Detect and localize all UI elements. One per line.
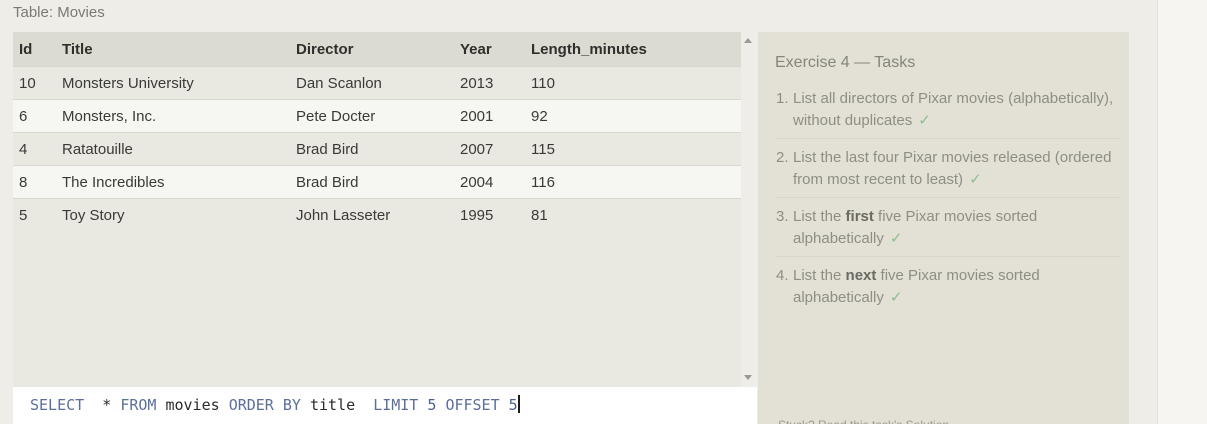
tasks-title: Exercise 4 — Tasks xyxy=(775,54,916,71)
task-emphasis: next xyxy=(845,267,877,284)
solution-link[interactable]: Stuck? Read this task's Solution xyxy=(778,418,1108,424)
check-icon: ✓ xyxy=(889,230,903,247)
task-list: 1. List all directors of Pixar movies (a… xyxy=(776,88,1121,323)
cell-director: Dan Scanlon xyxy=(296,66,460,100)
sql-keyword-select: SELECT xyxy=(30,396,85,414)
table-row: 6 Monsters, Inc. Pete Docter 2001 92 xyxy=(13,99,741,133)
cell-year: 2004 xyxy=(460,165,531,199)
column-header-id: Id xyxy=(13,32,62,67)
table-row: 8 The Incredibles Brad Bird 2004 116 xyxy=(13,165,741,199)
cell-id: 8 xyxy=(13,165,62,199)
cell-year: 2001 xyxy=(460,99,531,133)
task-text-rest: five Pixar movies sorted alphabetically xyxy=(793,267,1040,306)
table-row: 5 Toy Story John Lasseter 1995 81 xyxy=(13,198,741,231)
task-item[interactable]: 2. List the last four Pixar movies relea… xyxy=(776,147,1121,198)
sql-star: * xyxy=(102,396,112,414)
sql-keyword-order-by: ORDER BY xyxy=(228,396,301,414)
task-number: 4. xyxy=(776,267,789,284)
cell-title: Toy Story xyxy=(62,198,296,231)
task-item[interactable]: 3. List the first five Pixar movies sort… xyxy=(776,206,1121,257)
results-table: Id Title Director Year Length_minutes 10… xyxy=(13,32,741,231)
cell-title: Monsters University xyxy=(62,66,296,100)
cell-length: 116 xyxy=(531,165,741,199)
text-cursor xyxy=(517,395,520,413)
cell-title: Monsters, Inc. xyxy=(62,99,296,133)
cell-title: The Incredibles xyxy=(62,165,296,199)
table-caption: Table: Movies xyxy=(13,4,105,21)
cell-length: 92 xyxy=(531,99,741,133)
table-row: 10 Monsters University Dan Scanlon 2013 … xyxy=(13,66,741,100)
sql-limit-value: 5 xyxy=(427,396,437,414)
cell-director: Pete Docter xyxy=(296,99,460,133)
task-text: List the xyxy=(793,267,846,284)
cell-director: Brad Bird xyxy=(296,132,460,166)
task-number: 3. xyxy=(776,208,789,225)
task-number: 1. xyxy=(776,90,789,107)
cell-title: Ratatouille xyxy=(62,132,296,166)
sql-keyword-offset: OFFSET xyxy=(445,396,500,414)
column-header-director: Director xyxy=(296,32,460,67)
column-header-length: Length_minutes xyxy=(531,32,741,67)
task-item[interactable]: 1. List all directors of Pixar movies (a… xyxy=(776,88,1121,139)
cell-director: Brad Bird xyxy=(296,165,460,199)
page-right-gutter xyxy=(1157,0,1207,424)
task-text: List the last four Pixar movies released… xyxy=(793,149,1112,188)
sql-table-name: movies xyxy=(165,396,220,414)
task-text: List all directors of Pixar movies (alph… xyxy=(793,90,1114,129)
tasks-panel: Exercise 4 — Tasks 1. List all directors… xyxy=(758,32,1129,424)
table-header-row: Id Title Director Year Length_minutes xyxy=(13,32,741,67)
cell-length: 81 xyxy=(531,198,741,231)
task-number: 2. xyxy=(776,149,789,166)
cell-director: John Lasseter xyxy=(296,198,460,231)
sql-keyword-limit: LIMIT xyxy=(373,396,419,414)
table-row: 4 Ratatouille Brad Bird 2007 115 xyxy=(13,132,741,166)
cell-year: 2013 xyxy=(460,66,531,100)
task-text: List the xyxy=(793,208,846,225)
cell-id: 10 xyxy=(13,66,62,100)
column-header-title: Title xyxy=(62,32,296,67)
cell-id: 6 xyxy=(13,99,62,133)
cell-length: 115 xyxy=(531,132,741,166)
cell-year: 2007 xyxy=(460,132,531,166)
cell-id: 4 xyxy=(13,132,62,166)
task-item[interactable]: 4. List the next five Pixar movies sorte… xyxy=(776,265,1121,315)
check-icon: ✓ xyxy=(969,171,982,188)
check-icon: ✓ xyxy=(889,289,903,306)
sql-offset-value: 5 xyxy=(508,396,518,414)
results-table-container: Id Title Director Year Length_minutes 10… xyxy=(13,32,741,387)
task-emphasis: first xyxy=(845,208,874,225)
sql-order-column: title xyxy=(309,396,356,414)
table-scrollbar[interactable] xyxy=(741,32,757,387)
sql-keyword-from: FROM xyxy=(120,396,157,414)
cell-length: 110 xyxy=(531,66,741,100)
scroll-up-arrow-icon[interactable] xyxy=(744,38,752,43)
check-icon: ✓ xyxy=(918,112,931,129)
scroll-down-arrow-icon[interactable] xyxy=(744,375,752,380)
cell-id: 5 xyxy=(13,198,62,231)
cell-year: 1995 xyxy=(460,198,531,231)
task-text-rest: five Pixar movies sorted alphabetically xyxy=(793,208,1038,247)
column-header-year: Year xyxy=(460,32,531,67)
sql-query-input[interactable]: SELECT * FROM movies ORDER BY title LIMI… xyxy=(13,387,757,424)
